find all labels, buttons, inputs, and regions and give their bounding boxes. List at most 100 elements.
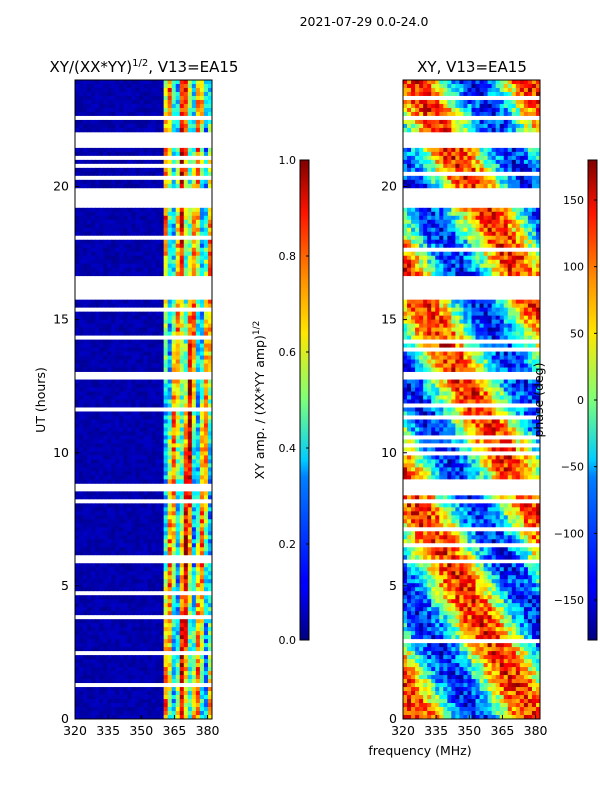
heatmap-cell <box>127 511 132 516</box>
heatmap-cell <box>79 215 84 221</box>
heatmap-cell <box>95 123 100 129</box>
heatmap-cell <box>179 407 185 412</box>
heatmap-cell <box>79 419 84 424</box>
heatmap-cell <box>199 115 205 121</box>
heatmap-cell <box>87 91 92 97</box>
heatmap-cell <box>175 551 181 556</box>
heatmap-cell <box>199 595 205 600</box>
heatmap-cell <box>111 531 116 536</box>
heatmap-cell <box>139 623 144 628</box>
heatmap-cell <box>79 259 84 265</box>
heatmap-cell <box>147 239 152 245</box>
heatmap-cell <box>127 519 132 524</box>
heatmap-cell <box>171 651 177 656</box>
heatmap-cell <box>183 211 189 217</box>
heatmap-cell <box>163 455 169 460</box>
heatmap-cell <box>203 663 209 668</box>
heatmap-cell <box>191 223 197 229</box>
heatmap-cell <box>139 327 144 332</box>
heatmap-cell <box>187 503 193 508</box>
heatmap-cell <box>83 99 88 105</box>
heatmap-cell <box>147 443 152 448</box>
heatmap-cell <box>171 379 177 384</box>
heatmap-cell <box>127 683 132 688</box>
heatmap-cell <box>75 147 80 153</box>
heatmap-cell <box>187 439 193 444</box>
heatmap-cell <box>123 415 128 420</box>
heatmap-cell <box>107 427 112 432</box>
heatmap-cell <box>511 91 517 97</box>
heatmap-cell <box>155 407 161 412</box>
heatmap-cell <box>183 235 189 241</box>
heatmap-cell <box>99 499 104 504</box>
heatmap-cell <box>75 691 80 696</box>
heatmap-cell <box>95 359 100 364</box>
heatmap-cell <box>179 599 185 604</box>
heatmap-cell <box>195 391 201 396</box>
heatmap-cell <box>79 451 84 456</box>
heatmap-cell <box>147 591 152 596</box>
heatmap-cell <box>187 603 193 608</box>
heatmap-cell <box>115 339 120 344</box>
heatmap-cell <box>135 159 140 165</box>
heatmap-cell <box>123 635 128 640</box>
heatmap-cell <box>111 115 116 121</box>
heatmap-cell <box>155 535 161 540</box>
heatmap-cell <box>207 379 212 384</box>
heatmap-cell <box>139 183 144 189</box>
heatmap-cell <box>139 307 144 313</box>
heatmap-cell <box>159 391 165 396</box>
heatmap-cell <box>91 675 96 680</box>
heatmap-cell <box>159 87 165 93</box>
heatmap-cell <box>143 507 148 512</box>
heatmap-cell <box>199 123 205 129</box>
heatmap-cell <box>127 627 132 632</box>
heatmap-cell <box>175 515 181 520</box>
heatmap-cell <box>515 87 521 93</box>
heatmap-cell <box>191 511 197 516</box>
heatmap-cell <box>139 687 144 692</box>
heatmap-cell <box>103 555 108 560</box>
heatmap-cell <box>151 119 156 125</box>
heatmap-cell <box>75 315 80 321</box>
heatmap-cell <box>119 211 124 217</box>
heatmap-cell <box>155 163 161 169</box>
heatmap-cell <box>139 255 144 261</box>
heatmap-cell <box>91 339 96 344</box>
heatmap-cell <box>151 495 156 500</box>
heatmap-cell <box>143 595 148 600</box>
heatmap-cell <box>207 691 212 696</box>
heatmap-cell <box>183 223 189 229</box>
heatmap-cell <box>95 527 100 532</box>
heatmap-cell <box>139 383 144 388</box>
heatmap-cell <box>155 80 161 85</box>
heatmap-cell <box>143 151 148 157</box>
heatmap-cell <box>103 599 108 604</box>
heatmap-cell <box>107 667 112 672</box>
heatmap-cell <box>191 327 197 332</box>
heatmap-cell <box>139 595 144 600</box>
heatmap-cell <box>171 627 177 632</box>
heatmap-cell <box>107 167 112 173</box>
heatmap-cell <box>163 647 169 652</box>
heatmap-cell <box>207 359 212 364</box>
heatmap-cell <box>203 655 209 660</box>
heatmap-cell <box>439 99 444 105</box>
heatmap-cell <box>119 435 124 440</box>
heatmap-cell <box>111 311 116 317</box>
heatmap-cell <box>135 511 140 516</box>
heatmap-cell <box>79 583 84 588</box>
heatmap-cell <box>183 419 189 424</box>
heatmap-cell <box>159 271 165 277</box>
heatmap-cell <box>127 223 132 229</box>
heatmap-cell <box>135 103 140 109</box>
heatmap-cell <box>123 643 128 648</box>
heatmap-cell <box>191 563 197 568</box>
heatmap-cell <box>155 503 161 508</box>
heatmap-cell <box>199 535 205 540</box>
heatmap-cell <box>79 159 84 165</box>
heatmap-cell <box>183 627 189 632</box>
heatmap-cell <box>179 439 185 444</box>
heatmap-cell <box>207 367 212 372</box>
heatmap-cell <box>439 80 444 85</box>
